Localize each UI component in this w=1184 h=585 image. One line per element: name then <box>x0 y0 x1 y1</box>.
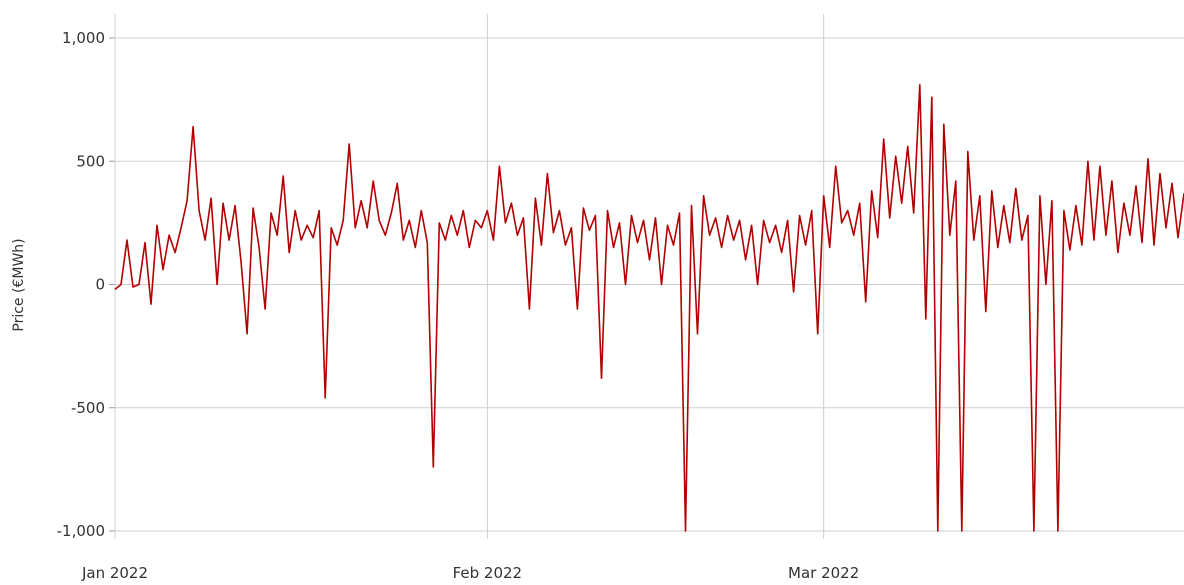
y-axis-tick-labels: 1,000 500 0 -500 -1,000 <box>57 29 105 540</box>
y-tick-label: 0 <box>95 276 105 294</box>
price-series-line <box>114 84 1184 532</box>
y-tick-label: -500 <box>71 399 105 417</box>
x-axis-tick-labels: Jan 2022 Feb 2022 Mar 2022 <box>81 564 859 582</box>
x-tick-label: Jan 2022 <box>81 564 148 582</box>
x-tick-label: Mar 2022 <box>788 564 859 582</box>
x-tick-label: Feb 2022 <box>453 564 523 582</box>
y-tick-label: -1,000 <box>57 522 105 540</box>
y-axis-title: Price (€MWh) <box>11 238 27 331</box>
series-layer <box>114 84 1184 532</box>
y-tick-label: 500 <box>76 152 105 170</box>
y-tick-label: 1,000 <box>62 29 105 47</box>
gridlines <box>109 14 1184 539</box>
